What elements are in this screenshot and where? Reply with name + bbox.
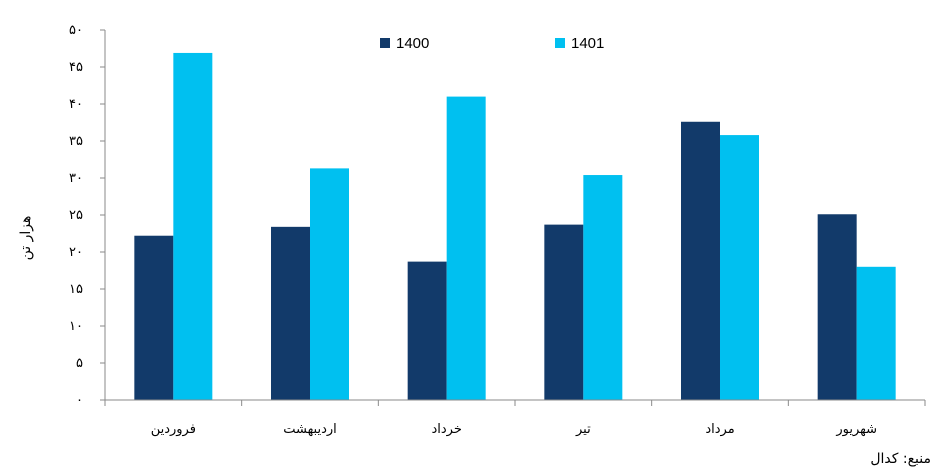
bar-1401-0 (173, 52, 213, 400)
y-tick-label: ۳۰ (69, 171, 83, 186)
bar-1400-5 (817, 214, 857, 400)
y-tick-label: ۲۰ (69, 245, 83, 260)
legend-swatch-1400 (380, 38, 390, 48)
y-axis-label: هزار تن (18, 216, 34, 261)
y-tick-label: ۱۵ (69, 282, 83, 297)
bar-1401-5 (856, 266, 896, 400)
bar-1401-2 (446, 96, 486, 400)
y-tick-label: ۳۵ (69, 134, 83, 149)
legend: 1400 1401 (380, 35, 604, 52)
bars (134, 52, 896, 400)
x-category-label: تیر (575, 422, 591, 437)
y-axis: ۰ ۵ ۱۰ ۱۵ ۲۰ ۲۵ ۳۰ ۳۵ ۴۰ ۴۵ ۵۰ (69, 23, 106, 408)
legend-swatch-1401 (555, 38, 565, 48)
x-category-label: اردیبهشت (283, 422, 337, 437)
y-tick-label: ۴۵ (69, 60, 83, 75)
x-axis: فروردین اردیبهشت خرداد تیر مرداد شهریور (104, 399, 926, 437)
y-tick-label: ۵ (76, 356, 83, 371)
source-note: منبع: کدال (870, 451, 931, 467)
y-tick-label: ۴۰ (69, 97, 83, 112)
x-category-label: خرداد (431, 422, 461, 437)
y-tick-label: ۲۵ (69, 208, 83, 223)
bar-1400-0 (134, 235, 174, 400)
x-category-label: مرداد (705, 422, 734, 437)
bar-1400-4 (681, 121, 720, 400)
y-tick-label: ۱۰ (69, 319, 83, 334)
bar-1400-2 (407, 261, 447, 400)
x-category-label: شهریور (835, 422, 877, 437)
bar-1400-3 (544, 224, 584, 400)
x-category-label: فروردین (151, 422, 196, 437)
y-tick-label: ۵۰ (69, 23, 83, 38)
y-tick-label: ۰ (76, 393, 83, 408)
legend-label-1400: 1400 (396, 35, 429, 52)
bar-1401-1 (310, 168, 349, 400)
legend-label-1401: 1401 (571, 35, 604, 52)
bar-1400-1 (271, 226, 310, 400)
bar-1401-4 (720, 135, 759, 400)
bar-1401-3 (583, 175, 623, 400)
